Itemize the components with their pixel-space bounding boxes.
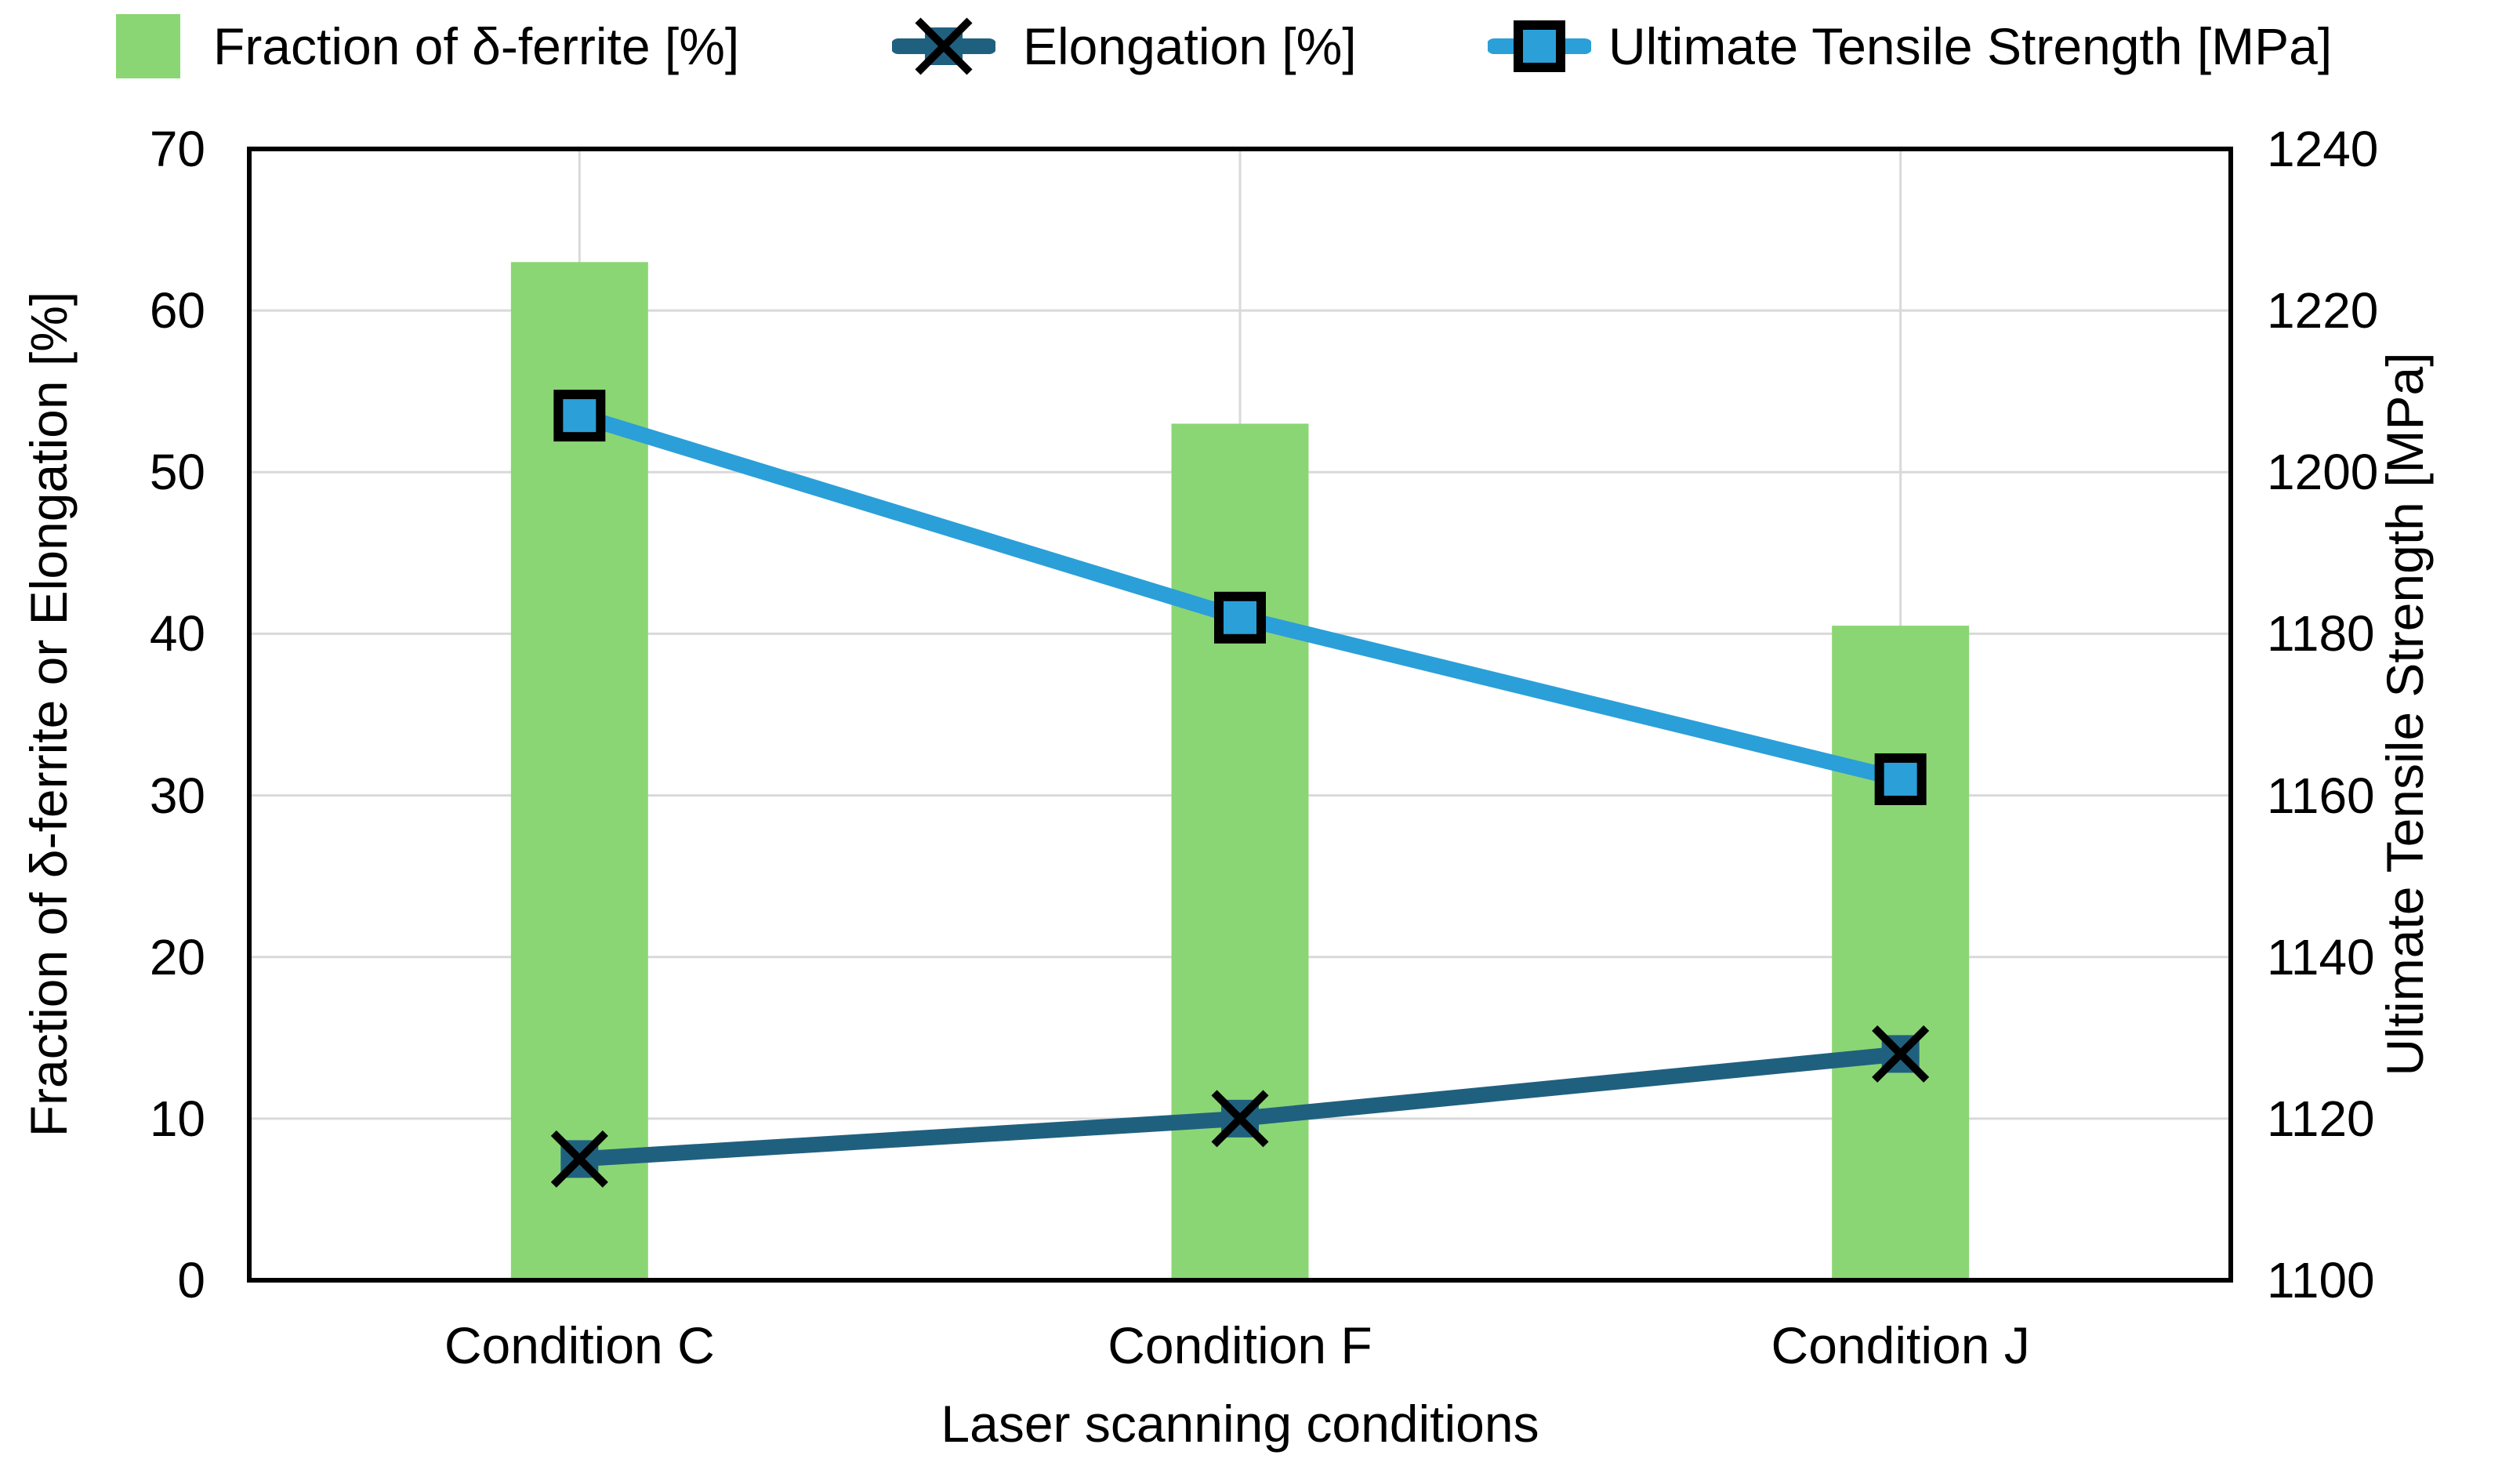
uts-line-square-marker-icon xyxy=(1488,20,1591,72)
y-left-tick-label: 0 xyxy=(177,1252,205,1308)
elongation-line-x-marker-icon xyxy=(892,17,995,75)
y-left-tick-label: 20 xyxy=(149,928,205,985)
plot-border xyxy=(247,147,2233,1283)
legend-label-elongation: Elongation [%] xyxy=(1023,17,1357,75)
y-left-tick-label: 30 xyxy=(149,767,205,824)
y-right-tick-label: 1100 xyxy=(2267,1252,2375,1308)
y-left-tick-label: 40 xyxy=(149,605,205,662)
uts-marker xyxy=(1874,753,1927,805)
uts-marker xyxy=(553,390,606,442)
y-right-tick-label: 1220 xyxy=(2267,282,2379,339)
y-right-tick-label: 1160 xyxy=(2267,767,2375,824)
x-category-label: Condition F xyxy=(1108,1316,1372,1374)
y-right-tick-label: 1140 xyxy=(2267,928,2375,985)
ferrite-swatch-icon xyxy=(116,14,180,78)
uts-marker xyxy=(1214,591,1266,644)
y-right-tick-label: 1180 xyxy=(2267,605,2375,662)
right-axis-title: Ultimate Tensile Strength [MPa] xyxy=(2376,352,2434,1076)
y-right-tick-label: 1120 xyxy=(2267,1090,2375,1147)
x-axis-title: Laser scanning conditions xyxy=(941,1395,1539,1453)
y-left-tick-label: 50 xyxy=(149,444,205,501)
y-left-tick-label: 70 xyxy=(149,121,205,177)
y-right-tick-label: 1200 xyxy=(2267,444,2379,501)
bar-condition-j xyxy=(1832,626,1970,1280)
left-axis-title: Fraction of δ-ferrite or Elongation [%] xyxy=(20,291,78,1138)
bar-condition-f xyxy=(1171,423,1309,1280)
elongation-marker-x xyxy=(550,1130,608,1188)
y-left-tick-label: 10 xyxy=(149,1090,205,1147)
x-category-label: Condition C xyxy=(444,1316,715,1374)
y-right-tick-label: 1240 xyxy=(2267,121,2379,177)
legend-label-uts: Ultimate Tensile Strength [MPa] xyxy=(1608,17,2333,75)
legend-label-ferrite: Fraction of δ-ferrite [%] xyxy=(213,17,740,75)
y-left-tick-label: 60 xyxy=(149,282,205,339)
elongation-marker-x xyxy=(1211,1090,1269,1148)
x-category-label: Condition J xyxy=(1771,1316,2030,1374)
elongation-marker-x xyxy=(1872,1025,1930,1083)
